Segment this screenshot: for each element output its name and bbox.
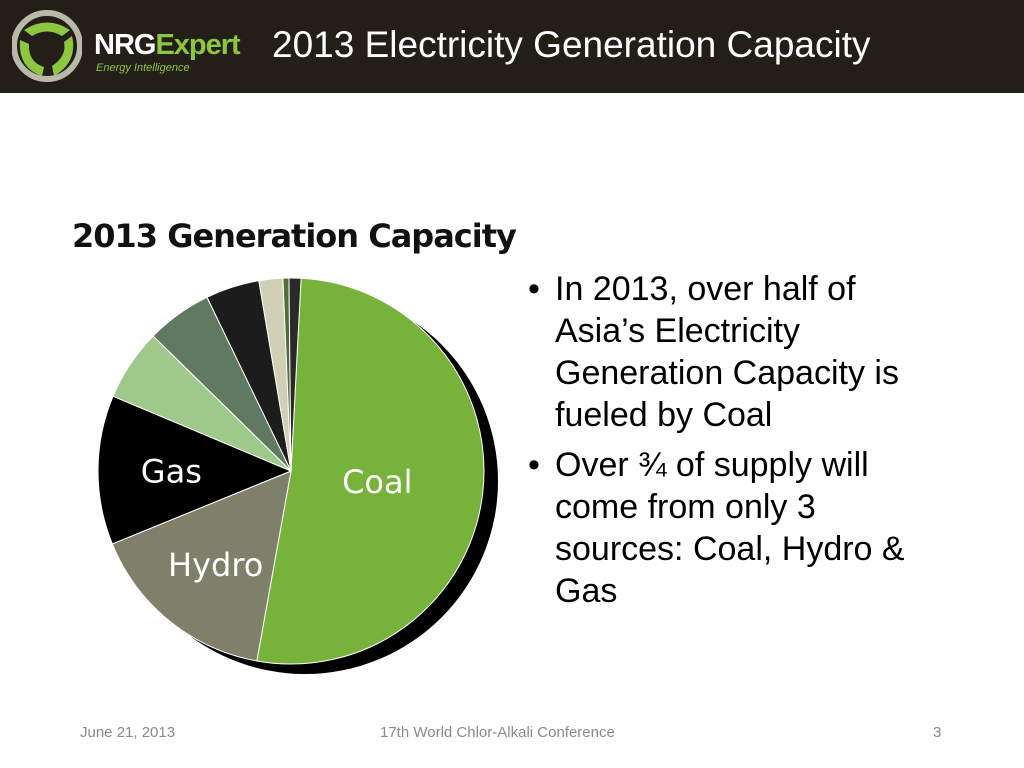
logo-nrg-text: NRG xyxy=(94,29,156,61)
pie-slice-gas xyxy=(97,395,293,545)
pie-slice-8 xyxy=(288,277,302,472)
logo-tagline: Energy Intelligence xyxy=(96,62,190,74)
pie-slice-coal xyxy=(256,277,485,665)
pie-slice-hydro xyxy=(111,470,292,662)
bullet-item: • Over ¾ of supply will come from only 3… xyxy=(528,444,948,612)
bullet-text: In 2013, over half of Asia’s Electricity… xyxy=(555,270,899,434)
logo-expert-text: Expert xyxy=(155,29,240,61)
slide-title: 2013 Electricity Generation Capacity xyxy=(272,24,871,65)
pie-label-coal: Coal xyxy=(342,463,412,501)
bullet-dot: • xyxy=(528,270,540,308)
nrgexpert-logo: NRGExpert Energy Intelligence xyxy=(11,10,252,82)
pie-chart-svg: Coal Hydro Gas xyxy=(97,277,498,674)
pie-label-hydro: Hydro xyxy=(168,546,263,584)
chart-title: 2013 Generation Capacity xyxy=(72,217,517,255)
pie-label-gas: Gas xyxy=(141,452,202,490)
bullet-text: Over ¾ of supply will come from only 3 s… xyxy=(555,446,905,610)
footer-conference: 17th World Chlor-Alkali Conference xyxy=(380,724,615,741)
footer-page-number: 3 xyxy=(933,724,942,741)
footer-date: June 21, 2013 xyxy=(80,724,176,741)
header-bar: NRGExpert Energy Intelligence 2013 Elect… xyxy=(0,0,1024,93)
pie-chart: 2013 Generation Capacity Coal Hydro Gas xyxy=(60,205,530,690)
bullet-dot: • xyxy=(528,446,540,484)
bullet-list: • In 2013, over half of Asia’s Electrici… xyxy=(528,268,948,620)
logo-wordmark: NRGExpert xyxy=(94,29,241,61)
triskelion-logo-icon xyxy=(11,10,83,82)
bullet-item: • In 2013, over half of Asia’s Electrici… xyxy=(528,268,948,436)
